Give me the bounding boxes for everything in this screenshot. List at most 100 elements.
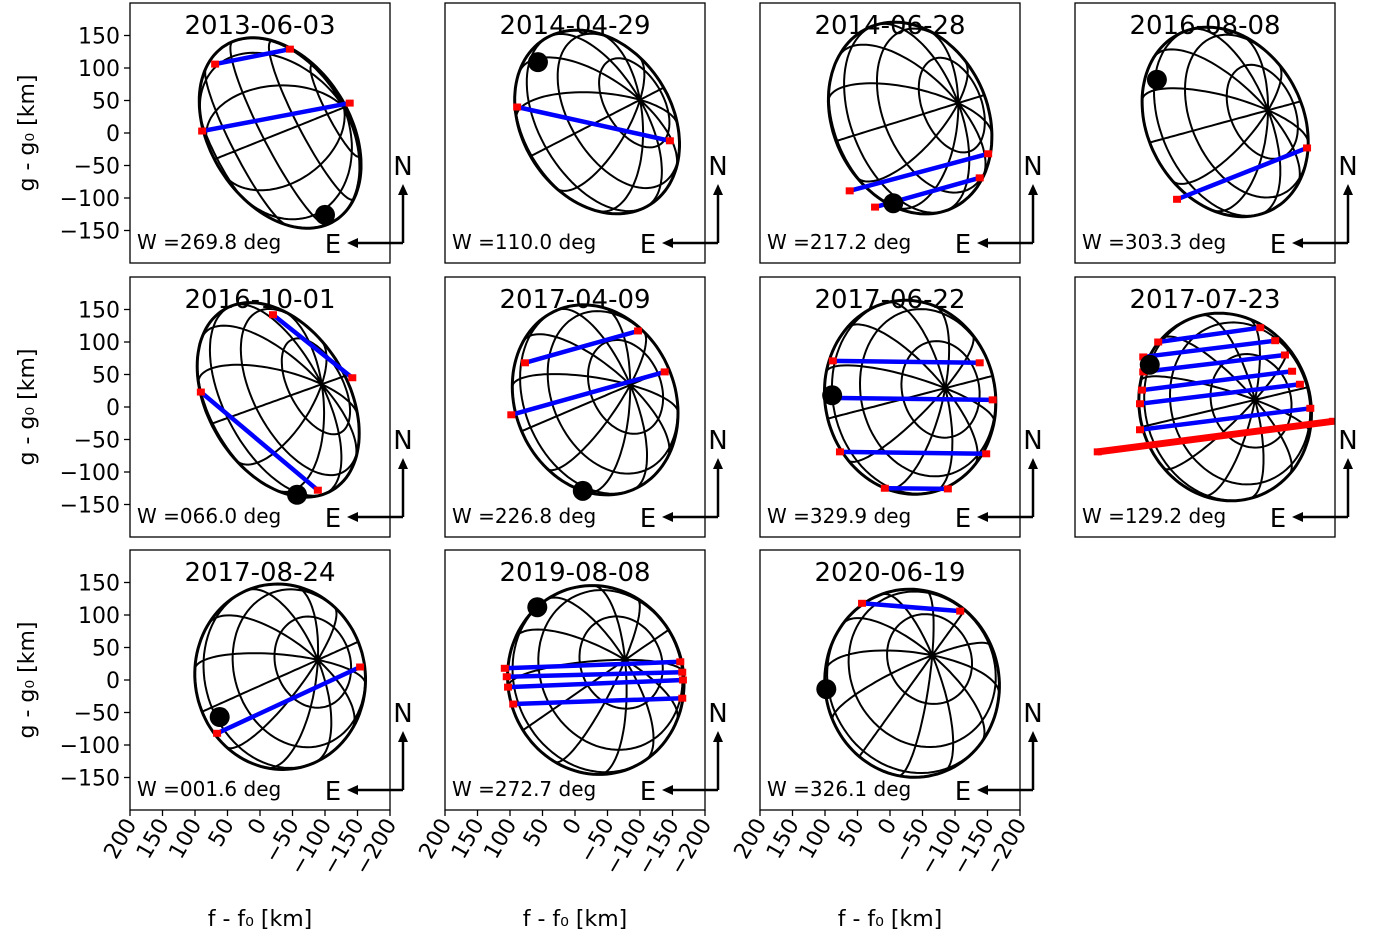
chord: [1142, 338, 1276, 360]
chord: [828, 395, 993, 403]
compass-head: [347, 238, 358, 248]
body-mesh: [196, 303, 360, 497]
compass-head: [1028, 731, 1038, 742]
panel: 2017-06-22 W =329.9 deg N E: [759, 276, 1043, 538]
chord: [507, 677, 683, 690]
chord-end: [676, 658, 685, 666]
compass-east: E: [955, 777, 971, 807]
annotation: W =226.8 deg: [452, 504, 596, 528]
compass-east: E: [955, 504, 971, 534]
compass-head: [1343, 184, 1353, 195]
compass-head: [398, 731, 408, 742]
annotation: W =269.8 deg: [137, 230, 281, 254]
chord: [832, 358, 980, 366]
x-tick-label: 150: [762, 815, 805, 864]
panel-title: 2014-06-28: [814, 11, 965, 41]
chord-end: [507, 411, 516, 419]
marker: [816, 679, 837, 700]
body-outline: [823, 587, 1001, 779]
compass-north: N: [1338, 426, 1357, 456]
body-mesh: [198, 36, 362, 226]
compass-north: N: [393, 152, 412, 182]
compass-head: [1292, 512, 1303, 522]
y-axis-label: g - g₀ [km]: [15, 74, 40, 191]
compass-north: N: [708, 699, 727, 729]
x-axis-label: f - f₀ [km]: [208, 907, 313, 932]
chord-end: [313, 486, 322, 494]
chord-end: [1093, 448, 1102, 456]
panel-title: 2017-08-24: [184, 558, 335, 588]
x-tick-label: 100: [480, 815, 523, 864]
x-tick-label: 150: [447, 815, 490, 864]
compass-head: [713, 184, 723, 195]
annotation: W =001.6 deg: [137, 777, 281, 801]
compass-head: [713, 731, 723, 742]
panel: 2016-08-08 W =303.3 deg N E: [1074, 2, 1358, 264]
y-tick-label: 0: [106, 669, 120, 694]
panel-title: 2013-06-03: [184, 11, 335, 41]
plot-area: [1093, 311, 1335, 503]
y-tick-label: −150: [60, 767, 120, 792]
panel: 2017-04-09 W =226.8 deg N E: [444, 276, 728, 538]
chord-end: [520, 359, 529, 367]
marker: [1139, 354, 1160, 375]
annotation: W =326.1 deg: [767, 777, 911, 801]
chord: [861, 601, 961, 614]
y-tick-label: 100: [78, 57, 120, 82]
panel-title: 2016-08-08: [1129, 11, 1280, 41]
panel-title: 2019-08-08: [499, 558, 650, 588]
chord: [839, 449, 987, 457]
panel-frame: [129, 549, 391, 811]
y-tick-label: 50: [92, 364, 120, 389]
chord-end: [269, 311, 277, 319]
body-mesh: [1141, 27, 1310, 217]
body-outline: [197, 36, 363, 230]
panel-frame: [1074, 276, 1336, 538]
chord: [199, 390, 320, 492]
annotation: W =272.7 deg: [452, 777, 596, 801]
marker: [1146, 69, 1167, 90]
panel-frame: [444, 2, 706, 264]
x-tick-label: 50: [519, 815, 555, 852]
compass-north: N: [708, 426, 727, 456]
chord-end: [285, 45, 294, 53]
chord-end: [880, 484, 889, 492]
body-outline: [513, 28, 681, 216]
plot-area: [1140, 25, 1312, 219]
chord-end: [1271, 337, 1280, 345]
panel: 2017-08-24W =001.6 degNE150100500−50−100…: [15, 549, 413, 932]
y-tick-label: −50: [74, 429, 120, 454]
chord-end: [943, 485, 952, 493]
chord-end: [975, 174, 984, 182]
chord-end: [356, 663, 365, 671]
body-mesh: [193, 585, 367, 769]
y-tick-label: 50: [92, 637, 120, 662]
body-outline: [195, 301, 361, 499]
chord-end: [871, 203, 880, 211]
panel-title: 2017-04-09: [499, 285, 650, 315]
annotation: W =303.3 deg: [1082, 230, 1226, 254]
chord-end: [665, 137, 674, 145]
y-tick-label: 150: [78, 299, 120, 324]
chord-end: [660, 368, 669, 376]
panel-frame: [444, 276, 706, 538]
compass-head: [977, 785, 988, 795]
chord: [513, 695, 683, 707]
chord-end: [1154, 338, 1163, 346]
marker: [527, 597, 548, 618]
annotation: W =217.2 deg: [767, 230, 911, 254]
marker: [315, 204, 335, 225]
chord: [201, 100, 351, 134]
chord-end: [678, 694, 687, 702]
chord: [849, 151, 989, 194]
compass-head: [977, 512, 988, 522]
annotation: W =110.0 deg: [452, 230, 596, 254]
x-axis-label: f - f₀ [km]: [838, 907, 943, 932]
plot-area: [500, 584, 687, 776]
annotation: W =066.0 deg: [137, 504, 281, 528]
panel-frame: [759, 549, 1021, 811]
plot-area: [193, 582, 367, 772]
compass-north: N: [1338, 152, 1357, 182]
chord-end: [1137, 386, 1146, 394]
